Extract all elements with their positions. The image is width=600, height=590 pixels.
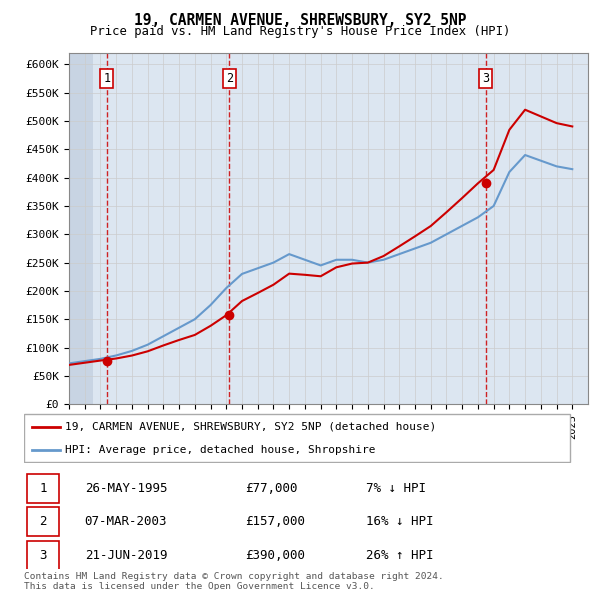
FancyBboxPatch shape xyxy=(27,474,59,503)
FancyBboxPatch shape xyxy=(27,507,59,536)
FancyBboxPatch shape xyxy=(24,414,571,462)
Text: £390,000: £390,000 xyxy=(245,549,305,562)
Text: 3: 3 xyxy=(39,549,47,562)
Text: Price paid vs. HM Land Registry's House Price Index (HPI): Price paid vs. HM Land Registry's House … xyxy=(90,25,510,38)
Text: 1: 1 xyxy=(103,72,110,85)
Text: 7% ↓ HPI: 7% ↓ HPI xyxy=(366,482,426,496)
Text: 1: 1 xyxy=(39,482,47,496)
Text: HPI: Average price, detached house, Shropshire: HPI: Average price, detached house, Shro… xyxy=(65,445,376,455)
Text: 26% ↑ HPI: 26% ↑ HPI xyxy=(366,549,434,562)
Text: 2: 2 xyxy=(226,72,233,85)
Text: 21-JUN-2019: 21-JUN-2019 xyxy=(85,549,167,562)
Text: 26-MAY-1995: 26-MAY-1995 xyxy=(85,482,167,496)
Text: 19, CARMEN AVENUE, SHREWSBURY, SY2 5NP (detached house): 19, CARMEN AVENUE, SHREWSBURY, SY2 5NP (… xyxy=(65,421,437,431)
FancyBboxPatch shape xyxy=(27,542,59,571)
Text: This data is licensed under the Open Government Licence v3.0.: This data is licensed under the Open Gov… xyxy=(24,582,375,590)
Text: 16% ↓ HPI: 16% ↓ HPI xyxy=(366,515,434,529)
Text: 3: 3 xyxy=(482,72,490,85)
Bar xyxy=(69,53,92,404)
Text: £77,000: £77,000 xyxy=(245,482,298,496)
Text: £157,000: £157,000 xyxy=(245,515,305,529)
Text: 19, CARMEN AVENUE, SHREWSBURY, SY2 5NP: 19, CARMEN AVENUE, SHREWSBURY, SY2 5NP xyxy=(134,13,466,28)
Text: Contains HM Land Registry data © Crown copyright and database right 2024.: Contains HM Land Registry data © Crown c… xyxy=(24,572,444,581)
Text: 2: 2 xyxy=(39,515,47,529)
Text: 07-MAR-2003: 07-MAR-2003 xyxy=(85,515,167,529)
